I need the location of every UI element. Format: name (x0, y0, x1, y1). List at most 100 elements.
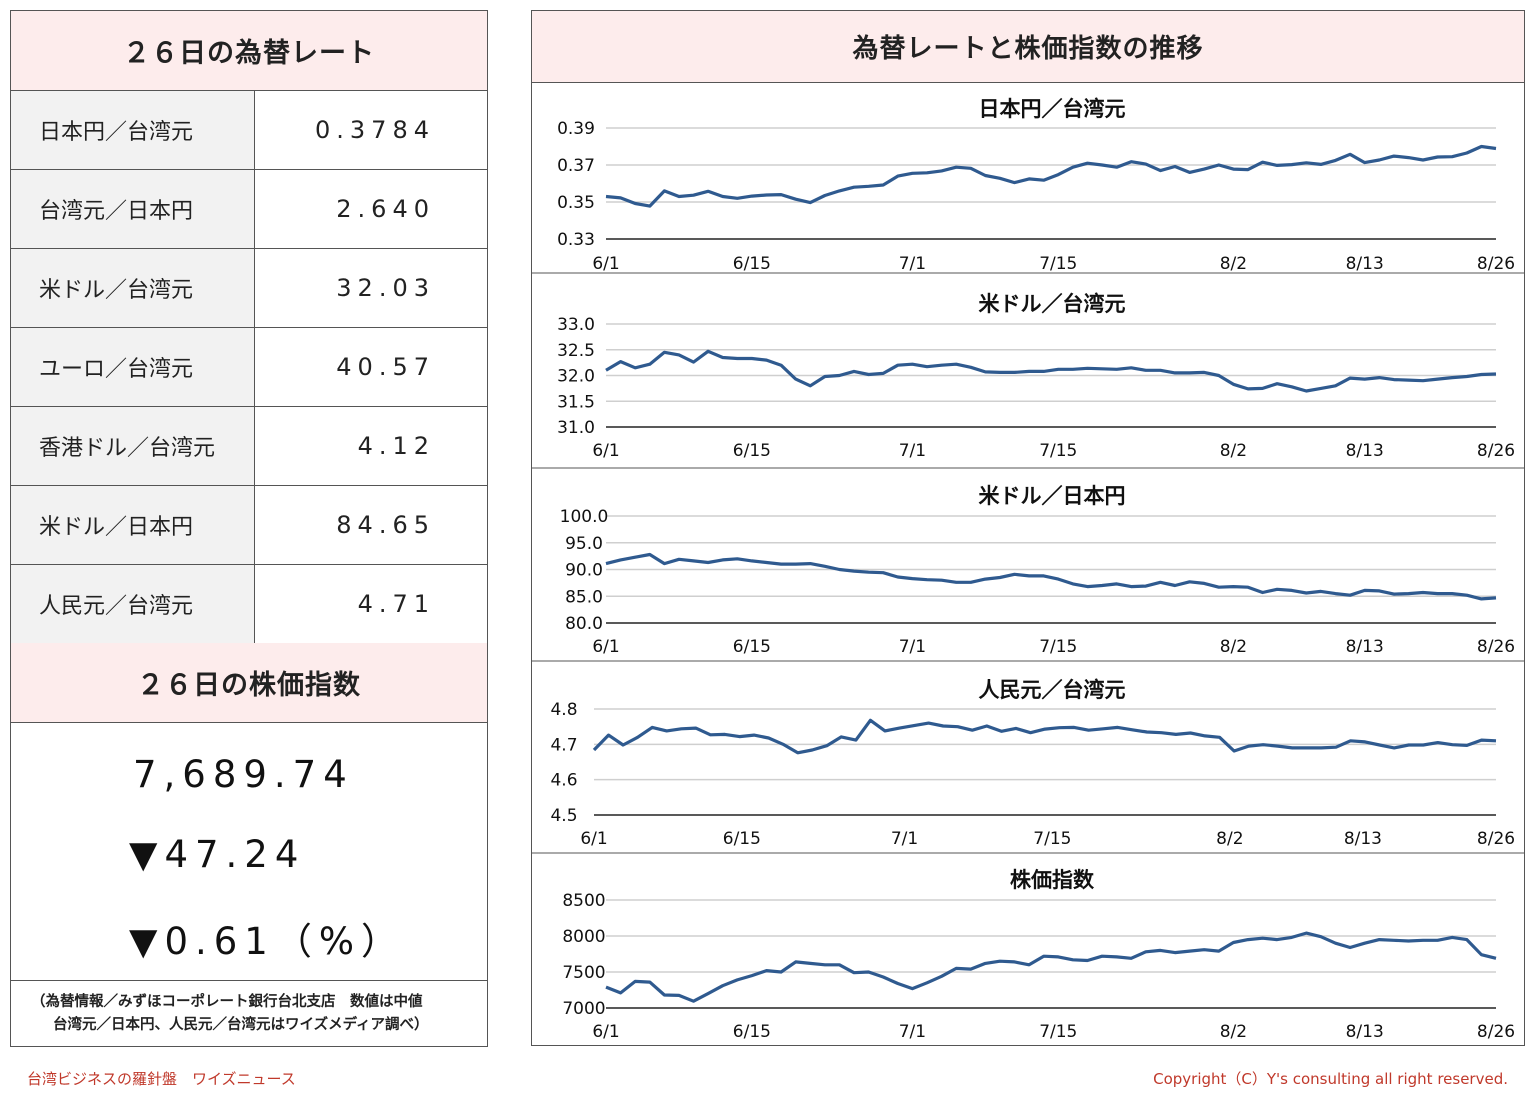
y-tick-label: 95.0 (565, 534, 603, 554)
x-tick-label: 6/1 (592, 1022, 619, 1042)
footer-copyright: Copyright（C）Y's consulting all right res… (1153, 1070, 1508, 1088)
x-tick-label: 8/2 (1220, 441, 1247, 461)
rate-value: 2.640 (336, 195, 435, 223)
rates-title: ２６日の為替レート (11, 11, 487, 91)
rate-row: 日本円／台湾元 0.3784 (11, 91, 487, 170)
y-tick-label: 32.0 (557, 367, 595, 387)
series-line (605, 931, 1497, 1003)
left-panel: ２６日の為替レート 日本円／台湾元 0.3784 台湾元／日本円 2.640 米ドル／台… (10, 10, 488, 1047)
y-tick-label: 0.35 (557, 193, 595, 213)
chart-2: 米ドル／台湾元 33.0 32.5 32.0 31.5 31.0 6/1 6/15 7/1 7/1… (532, 272, 1524, 461)
x-tick-label: 8/13 (1346, 1022, 1384, 1042)
y-tick-label: 4.8 (550, 700, 577, 720)
rate-label: 台湾元／日本円 (11, 170, 255, 248)
x-tick-label: 8/13 (1346, 441, 1384, 461)
chart-title: 米ドル／台湾元 (979, 292, 1126, 316)
x-tick-label: 8/13 (1346, 637, 1384, 657)
x-tick-label: 8/26 (1477, 829, 1515, 849)
x-tick-label: 7/15 (1039, 637, 1077, 657)
source-note: （為替情報／みずほコーポレート銀行台北支店 数値は中値 台湾元／日本円、人民元／… (11, 981, 487, 1047)
rate-label: 日本円／台湾元 (11, 91, 255, 169)
x-tick-label: 8/2 (1220, 637, 1247, 657)
x-tick-label: 6/1 (592, 637, 619, 657)
rate-value: 4.71 (357, 590, 435, 618)
rate-label: 米ドル／台湾元 (11, 249, 255, 327)
y-tick-label: 31.0 (557, 418, 595, 438)
x-tick-label: 6/15 (733, 1022, 771, 1042)
chart-3: 米ドル／日本円 100.0 95.0 90.0 85.0 80.0 6/1 6/15 7/1 7/… (532, 467, 1524, 657)
series-line (605, 552, 1497, 601)
x-tick-label: 8/2 (1216, 829, 1243, 849)
y-tick-label: 8000 (562, 927, 605, 947)
x-tick-label: 6/15 (733, 441, 771, 461)
x-tick-label: 7/1 (899, 441, 926, 461)
rate-value: 32.03 (336, 274, 435, 302)
x-tick-label: 8/13 (1344, 829, 1382, 849)
stock-index-title: ２６日の株価指数 (11, 643, 487, 723)
x-tick-label: 8/2 (1220, 254, 1247, 274)
x-tick-label: 7/1 (899, 637, 926, 657)
y-tick-label: 100.0 (560, 507, 609, 527)
rate-row: ユーロ／台湾元 40.57 (11, 328, 487, 407)
charts-area: 日本円／台湾元 0.39 0.37 0.35 0.33 6/1 6/15 7/1 7/15 8/2… (532, 97, 1524, 1042)
chart-title: 米ドル／日本円 (979, 484, 1126, 508)
rate-row: 台湾元／日本円 2.640 (11, 170, 487, 249)
x-tick-label: 7/1 (899, 254, 926, 274)
y-tick-label: 33.0 (557, 315, 595, 335)
x-tick-label: 6/15 (733, 254, 771, 274)
right-panel: 日本円／台湾元 0.39 0.37 0.35 0.33 6/1 6/15 7/1 7/15 8/2… (531, 10, 1525, 1046)
y-tick-label: 31.5 (557, 392, 595, 412)
y-tick-label: 4.7 (550, 735, 577, 755)
footer-brand: 台湾ビジネスの羅針盤 ワイズニュース (27, 1070, 296, 1088)
x-tick-label: 7/15 (1039, 254, 1077, 274)
y-tick-label: 90.0 (565, 561, 603, 581)
chart-5: 株価指数 8500 8000 7500 7000 6/1 6/15 7/1 7/15 8/2 8/1… (532, 852, 1524, 1042)
y-tick-label: 0.37 (557, 156, 595, 176)
source-note-line2: 台湾元／日本円、人民元／台湾元はワイズメディア調べ） (53, 1017, 429, 1033)
x-tick-label: 8/26 (1477, 637, 1515, 657)
chart-title: 人民元／台湾元 (979, 678, 1126, 702)
x-tick-label: 6/1 (580, 829, 607, 849)
rate-label: 香港ドル／台湾元 (11, 407, 255, 485)
series-line (605, 144, 1497, 208)
x-tick-label: 7/15 (1039, 1022, 1077, 1042)
rate-value: 0.3784 (315, 116, 435, 144)
rate-row: 米ドル／日本円 84.65 (11, 486, 487, 565)
rate-row: 香港ドル／台湾元 4.12 (11, 407, 487, 486)
stock-index-change-pct: ▼0.61（%） (129, 920, 405, 963)
x-tick-label: 6/1 (592, 254, 619, 274)
rate-table: 日本円／台湾元 0.3784 台湾元／日本円 2.640 米ドル／台湾元 32.03 ユーロ… (11, 91, 487, 644)
x-tick-label: 8/13 (1346, 254, 1384, 274)
x-tick-label: 8/26 (1477, 254, 1515, 274)
rate-label: 人民元／台湾元 (11, 565, 255, 643)
rate-label: ユーロ／台湾元 (11, 328, 255, 406)
y-tick-label: 7000 (562, 999, 605, 1019)
chart-4: 人民元／台湾元 4.8 4.7 4.6 4.56/1 6/15 7/1 7/15 8/2 8/13… (532, 660, 1524, 849)
chart-title: 日本円／台湾元 (979, 97, 1126, 121)
x-tick-label: 6/1 (592, 441, 619, 461)
y-tick-label: 4.6 (550, 771, 577, 791)
rate-row: 米ドル／台湾元 32.03 (11, 249, 487, 328)
y-tick-label: 0.39 (557, 119, 595, 139)
y-tick-label: 8500 (562, 891, 605, 911)
y-tick-label: 0.33 (557, 230, 595, 250)
x-tick-label: 8/26 (1477, 441, 1515, 461)
rate-row: 人民元／台湾元 4.71 (11, 565, 487, 644)
x-tick-label: 6/15 (723, 829, 761, 849)
y-tick-label: 32.5 (557, 341, 595, 361)
y-tick-label: 7500 (562, 963, 605, 983)
charts-title: 為替レートと株価指数の推移 (532, 11, 1524, 83)
x-tick-label: 7/15 (1033, 829, 1071, 849)
rate-value: 40.57 (336, 353, 435, 381)
rate-value: 4.12 (357, 432, 435, 460)
rate-label: 米ドル／日本円 (11, 486, 255, 564)
stock-index-box: 7,689.74 ▼47.24 ▼0.61（%） (11, 723, 487, 981)
y-tick-label: 4.5 (550, 806, 577, 826)
y-tick-label: 85.0 (565, 587, 603, 607)
x-tick-label: 7/15 (1039, 441, 1077, 461)
x-tick-label: 6/15 (733, 637, 771, 657)
stock-index-value: 7,689.74 (133, 753, 354, 796)
x-tick-label: 8/2 (1220, 1022, 1247, 1042)
x-tick-label: 7/1 (899, 1022, 926, 1042)
series-line (592, 718, 1497, 755)
